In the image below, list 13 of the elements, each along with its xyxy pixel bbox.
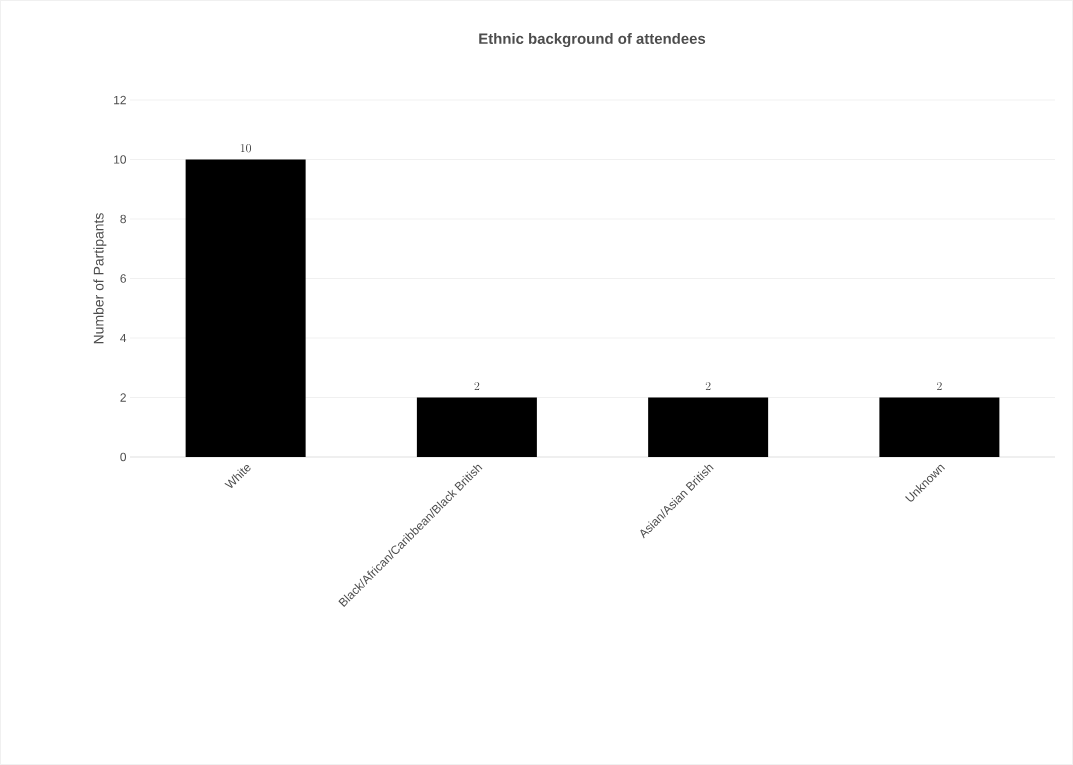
y-tick-label: 4: [120, 333, 127, 343]
data-label: 2: [937, 382, 942, 390]
data-label: 10: [240, 144, 251, 153]
y-tick-label: 8: [120, 214, 126, 224]
data-label: 2: [705, 382, 711, 390]
y-axis-title: Number of Partipants: [93, 213, 107, 344]
data-label: 2: [474, 382, 480, 390]
y-tick-label: 0: [120, 452, 127, 462]
y-tick-label: 6: [120, 274, 126, 283]
y-tick-label: 2: [120, 393, 126, 402]
chart-title: Ethnic background of attendees: [479, 33, 706, 47]
y-tick-label: 12: [114, 95, 126, 105]
y-tick-label: 10: [114, 155, 127, 164]
